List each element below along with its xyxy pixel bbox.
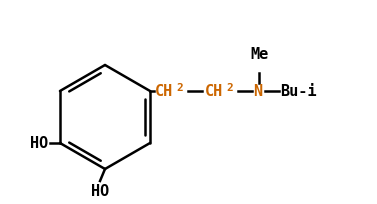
Text: 2: 2 (226, 83, 233, 93)
Text: HO: HO (91, 183, 109, 198)
Text: Me: Me (250, 47, 268, 62)
Text: N: N (253, 84, 262, 99)
Text: 2: 2 (176, 83, 183, 93)
Text: CH: CH (205, 84, 223, 99)
Text: CH: CH (155, 84, 173, 99)
Text: HO: HO (30, 136, 48, 151)
Text: Bu-i: Bu-i (280, 84, 317, 99)
